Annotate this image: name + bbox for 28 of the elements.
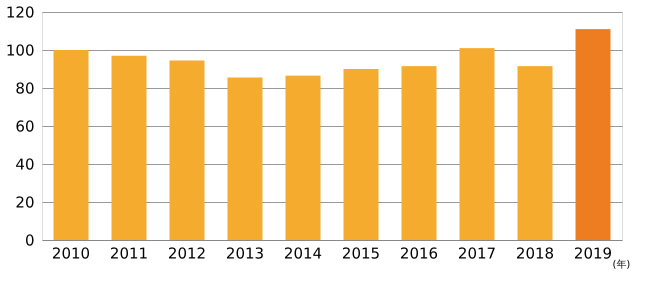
x-tick-label: 2017 — [458, 244, 496, 262]
x-tick-label: 2012 — [168, 244, 206, 262]
x-tick-label: 2018 — [516, 244, 554, 262]
bar — [344, 69, 378, 240]
bar — [576, 29, 610, 240]
bar — [228, 78, 262, 240]
x-tick-label: 2015 — [342, 244, 380, 262]
x-axis-title: (年) — [612, 258, 630, 270]
bar — [402, 66, 436, 240]
y-tick-label: 60 — [15, 118, 34, 136]
bar — [112, 56, 146, 240]
x-tick-label: 2016 — [400, 244, 438, 262]
bar — [460, 48, 494, 240]
y-tick-label: 0 — [24, 232, 34, 250]
x-tick-label: 2019 — [574, 244, 612, 262]
y-tick-label: 20 — [15, 194, 34, 212]
x-tick-label: 2014 — [284, 244, 322, 262]
y-tick-label: 120 — [6, 4, 34, 22]
bar — [170, 60, 204, 240]
bar — [54, 50, 88, 240]
x-tick-label: 2013 — [226, 244, 264, 262]
bar — [518, 66, 552, 240]
y-tick-label: 80 — [15, 80, 34, 98]
x-tick-label: 2010 — [52, 244, 90, 262]
y-tick-label: 40 — [15, 156, 34, 174]
bar — [286, 76, 320, 240]
x-tick-label: 2011 — [110, 244, 148, 262]
y-tick-label: 100 — [6, 42, 34, 60]
